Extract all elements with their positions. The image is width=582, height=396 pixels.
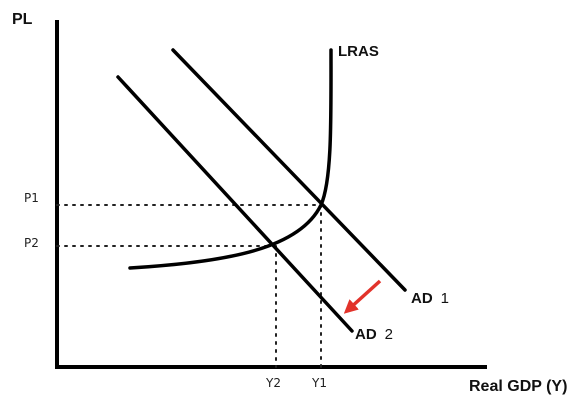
ad1-label-text: AD bbox=[411, 290, 433, 307]
shift-arrow bbox=[343, 279, 382, 314]
ad1-label: AD 1 bbox=[411, 290, 449, 307]
p1-tick-label: P1 bbox=[24, 191, 39, 205]
ad2-label: AD 2 bbox=[355, 326, 393, 343]
y2-tick-label: Y2 bbox=[265, 376, 281, 390]
ad1-label-num: 1 bbox=[441, 290, 449, 307]
ad1-line bbox=[171, 48, 407, 292]
x-axis-label: Real GDP (Y) bbox=[469, 378, 567, 395]
ad2-label-text: AD bbox=[355, 326, 377, 343]
ad2-label-num: 2 bbox=[385, 326, 393, 343]
lras-curve bbox=[128, 48, 333, 270]
lras-label: LRAS bbox=[338, 43, 379, 60]
y1-tick-label: Y1 bbox=[311, 376, 327, 390]
p2-tick-label: P2 bbox=[24, 236, 39, 250]
ad2-line bbox=[116, 75, 354, 333]
y-axis-label: PL bbox=[12, 11, 33, 28]
